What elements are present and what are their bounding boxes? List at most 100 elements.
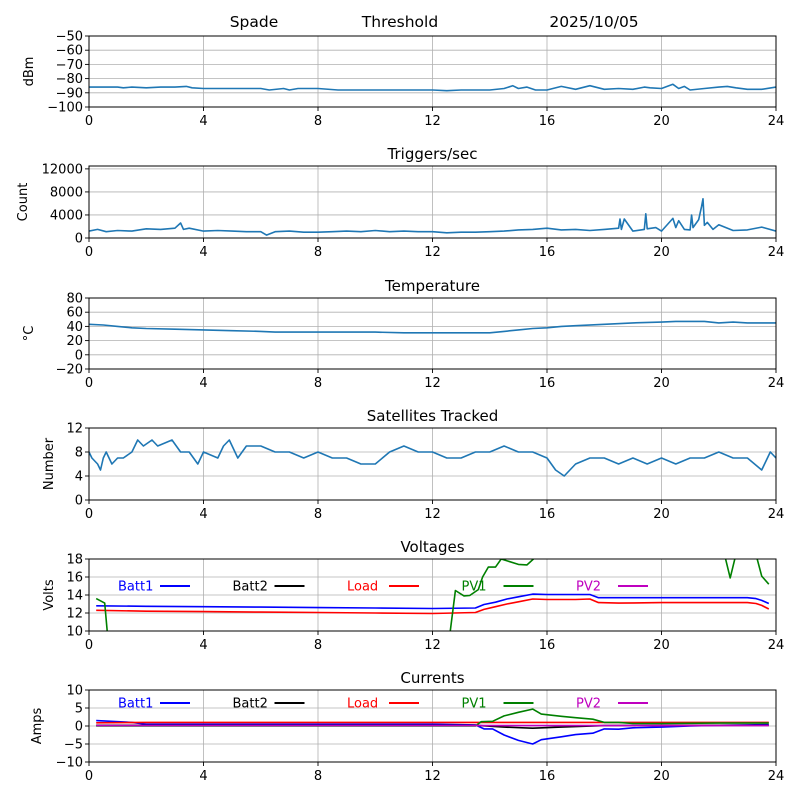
- x-tick-label: 24: [768, 507, 785, 522]
- x-tick-label: 24: [768, 376, 785, 391]
- y-tick-label: 12: [66, 607, 83, 622]
- legend-label-batt2: Batt2: [233, 580, 268, 595]
- x-tick-label: 16: [539, 769, 556, 784]
- y-tick-label: −100: [47, 101, 83, 116]
- legend-label-batt1: Batt1: [118, 580, 153, 595]
- x-tick-label: 4: [199, 114, 207, 129]
- y-tick-label: 0: [75, 720, 83, 735]
- y-tick-label: −60: [56, 44, 83, 59]
- y-tick-label: 0: [75, 494, 83, 509]
- x-tick-label: 12: [424, 769, 441, 784]
- x-tick-label: 20: [653, 114, 670, 129]
- y-tick-label: 8: [75, 446, 83, 461]
- y-tick-label: 20: [66, 334, 83, 349]
- x-tick-label: 0: [85, 245, 93, 260]
- series-group: [95, 559, 770, 631]
- x-tick-label: 16: [539, 638, 556, 653]
- x-tick-label: 8: [314, 769, 322, 784]
- x-tick-label: 0: [85, 376, 93, 391]
- series-line-signal: [89, 83, 776, 92]
- y-tick-label: −90: [56, 86, 83, 101]
- header-mode: Threshold: [361, 13, 438, 31]
- series-group: [89, 198, 776, 236]
- y-tick-label: −80: [56, 72, 83, 87]
- legend-label-load: Load: [347, 697, 378, 712]
- legend-label-pv2: PV2: [576, 697, 601, 712]
- x-tick-label: 8: [314, 376, 322, 391]
- series-group: [89, 83, 776, 92]
- y-tick-label: 80: [66, 292, 83, 307]
- legend-label-load: Load: [347, 580, 378, 595]
- x-tick-label: 0: [85, 769, 93, 784]
- y-tick-label: 4: [75, 470, 83, 485]
- panel-satellites: 0 4 8 12 16 20 24 0 4 8 12 Number Satellites Tracked: [42, 407, 784, 522]
- x-tick-label: 20: [653, 507, 670, 522]
- y-tick-label: 18: [66, 553, 83, 568]
- x-tick-label: 12: [424, 507, 441, 522]
- series-group: [96, 708, 769, 745]
- series-group: [89, 439, 776, 477]
- x-tick-label: 4: [199, 245, 207, 260]
- legend: Batt1 Batt2 Load PV1 PV2: [118, 580, 648, 595]
- y-tick-label: −20: [56, 363, 83, 378]
- y-tick-label: 14: [66, 589, 83, 604]
- series-line-satellites: [89, 439, 776, 477]
- y-tick-label: 0: [75, 348, 83, 363]
- y-axis-label: Volts: [42, 579, 57, 611]
- legend-label-pv1: PV1: [462, 697, 487, 712]
- y-tick-label: −5: [64, 738, 83, 753]
- series-line-pv1: [96, 708, 769, 727]
- x-tick-label: 12: [424, 245, 441, 260]
- x-tick-label: 20: [653, 376, 670, 391]
- x-tick-label: 8: [314, 507, 322, 522]
- header-station: Spade: [230, 13, 279, 31]
- panel-title: Currents: [400, 669, 464, 687]
- panel-title: Satellites Tracked: [367, 407, 498, 425]
- panel-signal: 0 4 8 12 16 20 24 −100−90−80−70−60−50 dBm: [22, 30, 784, 130]
- series-line-load: [96, 598, 770, 615]
- y-tick-label: 12000: [42, 162, 83, 177]
- legend-label-pv1: PV1: [462, 580, 487, 595]
- y-tick-label: 0: [75, 232, 83, 247]
- panel-title: Temperature: [384, 277, 480, 295]
- x-tick-label: 20: [653, 769, 670, 784]
- x-tick-label: 24: [768, 114, 785, 129]
- x-tick-label: 4: [199, 769, 207, 784]
- y-tick-label: 5: [75, 702, 83, 717]
- y-axis-label: dBm: [22, 57, 37, 87]
- y-tick-label: 10: [66, 625, 83, 640]
- x-tick-label: 12: [424, 638, 441, 653]
- x-tick-label: 16: [539, 245, 556, 260]
- x-tick-label: 0: [85, 507, 93, 522]
- x-tick-label: 24: [768, 638, 785, 653]
- panel-triggers: 0 4 8 12 16 20 24 0 4000 8000 12000 Count Triggers/s…: [16, 145, 784, 260]
- series-line-temperature: [89, 320, 776, 334]
- y-tick-label: 4000: [50, 208, 83, 223]
- series-group: [89, 320, 776, 334]
- x-tick-label: 8: [314, 114, 322, 129]
- x-tick-label: 16: [539, 376, 556, 391]
- x-tick-label: 4: [199, 507, 207, 522]
- x-tick-label: 8: [314, 245, 322, 260]
- series-line-batt1: [96, 593, 770, 610]
- y-tick-label: 16: [66, 571, 83, 586]
- legend-label-batt1: Batt1: [118, 697, 153, 712]
- series-line-pv1: [95, 559, 770, 631]
- x-tick-label: 8: [314, 638, 322, 653]
- x-tick-label: 24: [768, 245, 785, 260]
- x-tick-label: 4: [199, 376, 207, 391]
- x-tick-label: 0: [85, 114, 93, 129]
- y-tick-label: −70: [56, 58, 83, 73]
- y-tick-label: 60: [66, 306, 83, 321]
- y-tick-label: 8000: [50, 185, 83, 200]
- legend: Batt1 Batt2 Load PV1 PV2: [118, 697, 648, 712]
- legend-label-batt2: Batt2: [233, 697, 268, 712]
- header-date: 2025/10/05: [549, 13, 638, 31]
- y-axis-label: Number: [42, 437, 57, 490]
- x-tick-label: 12: [424, 376, 441, 391]
- x-tick-label: 12: [424, 114, 441, 129]
